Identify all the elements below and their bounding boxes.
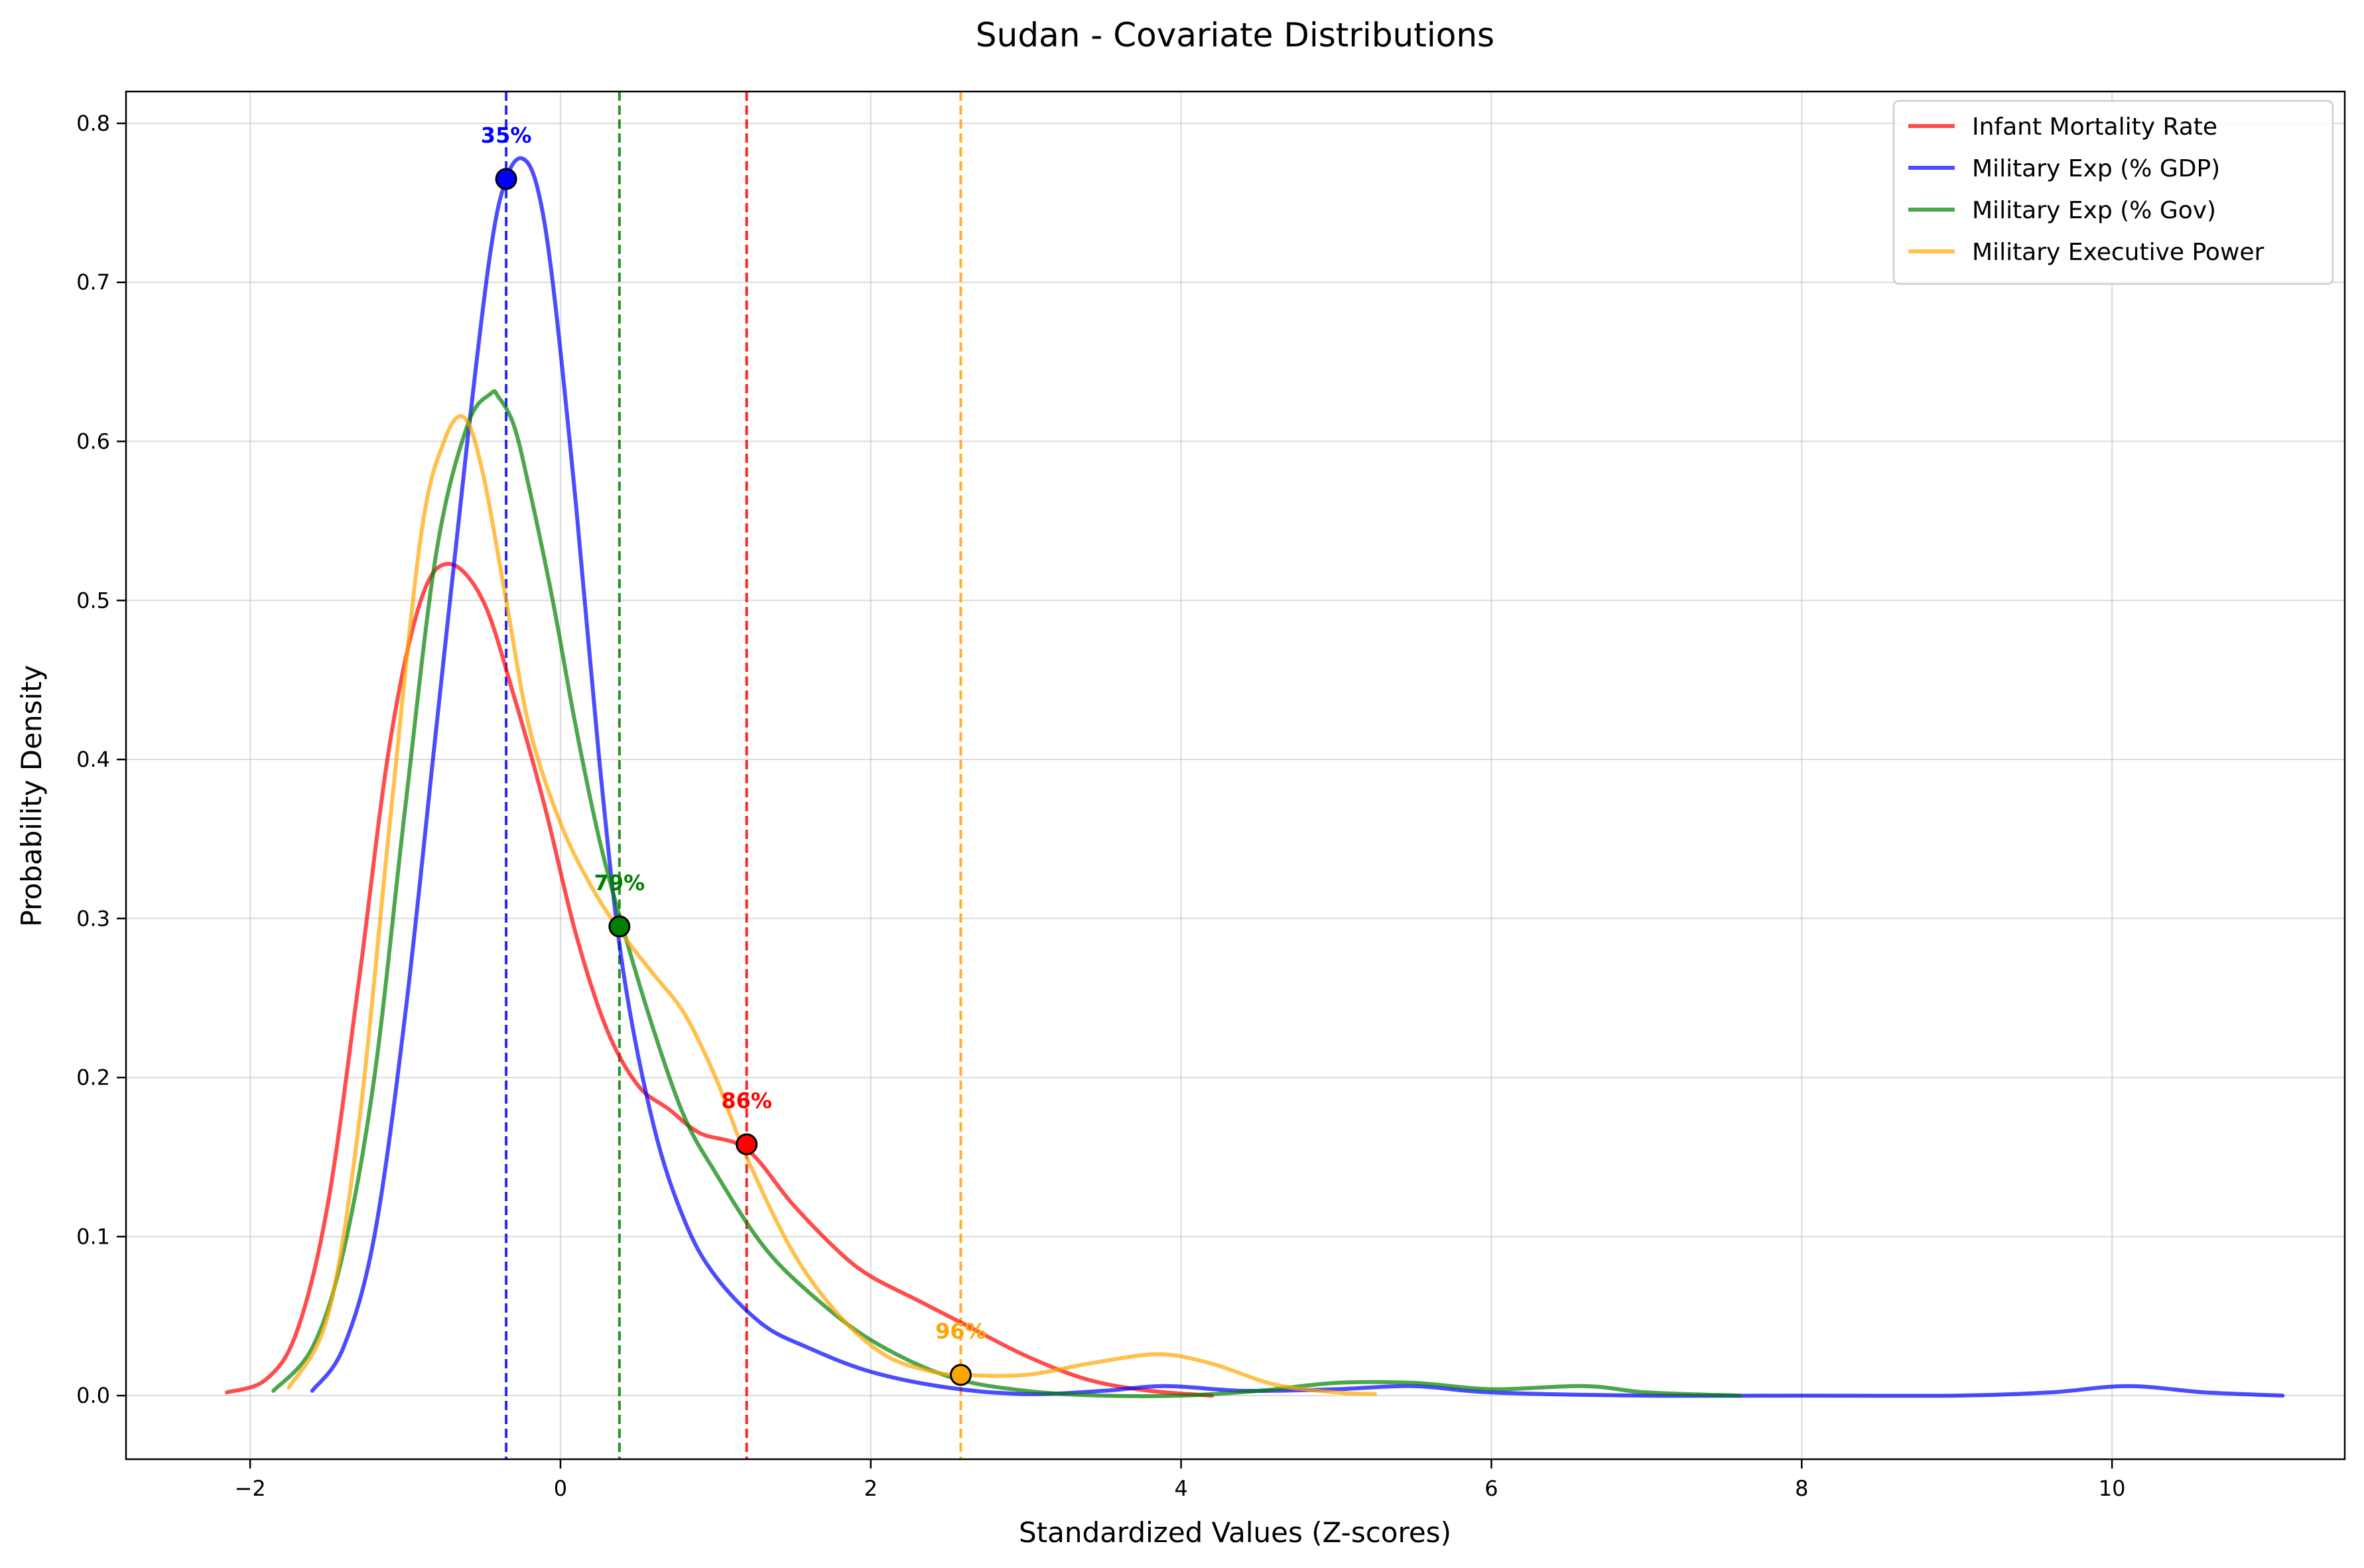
x-axis-label: Standardized Values (Z-scores) bbox=[1019, 1516, 1451, 1549]
legend-label-infant-mortality-rate: Infant Mortality Rate bbox=[1972, 113, 2217, 141]
marker-military-exp-gdp bbox=[495, 168, 517, 190]
x-tick-label: −2 bbox=[235, 1476, 266, 1501]
legend-label-military-exp-gov: Military Exp (% Gov) bbox=[1972, 197, 2216, 224]
y-tick-label: 0.5 bbox=[76, 588, 110, 613]
marker-infant-mortality-rate bbox=[736, 1133, 758, 1155]
series-line-military-exp-gdp bbox=[310, 156, 2285, 1398]
marker-military-exp-gov bbox=[608, 915, 631, 938]
marker-label-military-exp-gov: 79% bbox=[594, 870, 645, 895]
x-tick-label: 4 bbox=[1174, 1476, 1187, 1501]
plot-frame bbox=[125, 90, 2346, 1461]
grid bbox=[126, 92, 2345, 1459]
marker-label-military-executive-power: 96% bbox=[935, 1319, 986, 1344]
x-tick-label: 6 bbox=[1484, 1476, 1498, 1501]
series-line-military-executive-power bbox=[287, 414, 1377, 1396]
x-tick-label: 8 bbox=[1795, 1476, 1808, 1501]
y-tick-label: 0.6 bbox=[76, 428, 110, 454]
legend-box bbox=[1892, 99, 2334, 285]
marker-label-military-exp-gdp: 35% bbox=[481, 123, 532, 148]
series-line-infant-mortality-rate bbox=[225, 562, 1215, 1398]
x-tick-label: 10 bbox=[2099, 1476, 2126, 1501]
series-lines bbox=[225, 156, 2285, 1398]
y-tick-label: 0.3 bbox=[76, 906, 110, 931]
legend-label-military-executive-power: Military Executive Power bbox=[1972, 239, 2265, 266]
y-tick-label: 0.2 bbox=[76, 1065, 110, 1090]
y-tick-label: 0.8 bbox=[76, 111, 110, 136]
legend: Infant Mortality Rate Military Exp (% GDP… bbox=[1892, 99, 2334, 285]
y-tick-label: 0.1 bbox=[76, 1224, 110, 1249]
y-tick-label: 0.7 bbox=[76, 270, 110, 295]
vertical-markers bbox=[505, 92, 962, 1459]
chart-title: Sudan - Covariate Distributions bbox=[976, 16, 1494, 54]
marker-military-executive-power bbox=[949, 1364, 972, 1386]
marker-label-infant-mortality-rate: 86% bbox=[721, 1088, 772, 1113]
point-markers: 86% 35% 79% 96% bbox=[481, 123, 986, 1386]
axis-ticks: −2 0 2 4 6 8 10 0.0 0.1 0.2 0.3 0.4 0.5 0.6 0.7 0.8 bbox=[76, 111, 2125, 1501]
x-tick-label: 2 bbox=[864, 1476, 878, 1501]
y-tick-label: 0.0 bbox=[76, 1383, 110, 1408]
legend-label-military-exp-gdp: Military Exp (% GDP) bbox=[1972, 155, 2220, 182]
y-tick-label: 0.4 bbox=[76, 747, 110, 772]
y-axis-label: Probability Density bbox=[15, 665, 48, 927]
x-tick-label: 0 bbox=[554, 1476, 567, 1501]
